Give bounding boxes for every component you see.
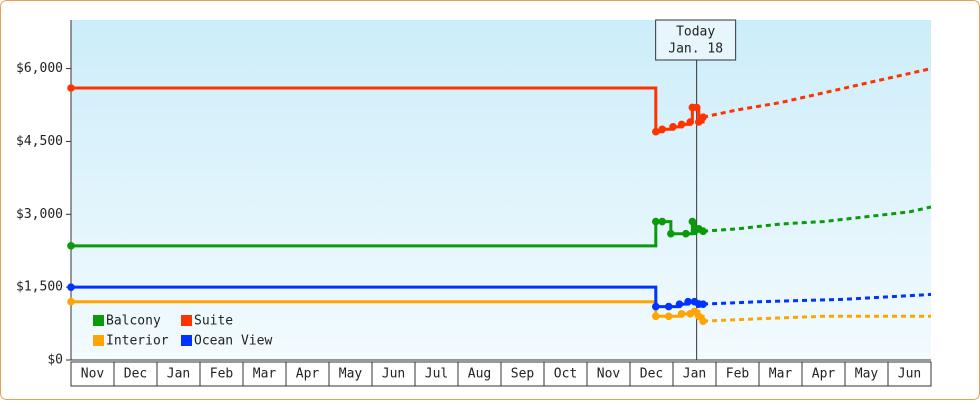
- x-tick-label: May: [339, 367, 363, 382]
- x-band: [199, 361, 244, 387]
- data-point: [692, 103, 701, 112]
- data-point: [658, 217, 667, 226]
- data-point: [658, 125, 667, 134]
- x-tick-label: Mar: [253, 367, 277, 382]
- forecast-line: [702, 67, 932, 119]
- data-point: [686, 118, 694, 126]
- x-tick-label: Sep: [511, 367, 535, 382]
- plot-area: [71, 20, 931, 360]
- forecast-line: [702, 205, 932, 233]
- data-point: [677, 120, 686, 129]
- x-tick-label: Aug: [468, 367, 491, 382]
- x-band: [500, 361, 545, 387]
- data-point: [699, 227, 707, 236]
- data-point: [682, 229, 690, 238]
- legend-swatch: [181, 315, 192, 326]
- data-point: [67, 242, 75, 250]
- legend-label: Ocean View: [194, 334, 272, 349]
- x-tick-label: Jan: [167, 367, 190, 382]
- legend-swatch: [181, 335, 192, 346]
- x-tick-label: Dec: [640, 367, 663, 382]
- x-tick-label: Apr: [812, 367, 836, 382]
- today-box: [655, 19, 737, 61]
- x-tick-label: Jun: [898, 367, 921, 382]
- data-point: [677, 310, 686, 318]
- data-point: [684, 297, 692, 306]
- x-tick-label: Jun: [382, 367, 405, 382]
- data-point: [67, 84, 75, 92]
- y-tick-label: $6,000: [16, 61, 63, 76]
- x-band: [844, 361, 889, 387]
- legend-label: Interior: [106, 334, 169, 349]
- today-date: Jan. 18: [668, 42, 723, 57]
- y-tick-label: $4,500: [16, 134, 63, 149]
- data-point: [67, 297, 75, 306]
- x-tick-label: Nov: [81, 367, 105, 382]
- data-point: [699, 300, 707, 308]
- x-band: [285, 361, 330, 387]
- x-band: [887, 361, 932, 387]
- y-tick-label: $3,000: [16, 207, 63, 222]
- x-band: [715, 361, 760, 387]
- x-band: [457, 361, 502, 387]
- x-band: [758, 361, 803, 387]
- x-band: [371, 361, 416, 387]
- y-tick-label: $0: [47, 353, 63, 368]
- x-band: [801, 361, 846, 387]
- data-point: [652, 127, 660, 136]
- x-tick-label: Oct: [554, 367, 577, 382]
- y-tick-label: $1,500: [16, 280, 63, 295]
- x-band: [113, 361, 158, 387]
- data-point: [652, 312, 660, 321]
- today-label: Today: [676, 25, 715, 40]
- x-band: [156, 361, 201, 387]
- data-point: [699, 317, 707, 325]
- legend-swatch: [93, 315, 104, 326]
- data-point: [675, 300, 684, 308]
- data-point: [688, 217, 697, 226]
- data-point: [695, 312, 703, 321]
- forecast-line: [703, 292, 932, 306]
- data-point: [669, 123, 677, 131]
- forecast-line: [703, 314, 931, 323]
- x-tick-label: Jan: [683, 367, 706, 382]
- legend-label: Balcony: [106, 314, 161, 329]
- data-point: [699, 113, 707, 121]
- x-band: [328, 361, 373, 387]
- x-tick-label: May: [855, 367, 879, 382]
- data-point: [67, 283, 75, 291]
- x-tick-label: Feb: [726, 367, 750, 382]
- x-tick-label: Feb: [210, 367, 234, 382]
- x-band: [629, 361, 674, 387]
- data-point: [667, 229, 675, 238]
- data-point: [690, 307, 699, 316]
- x-tick-label: Dec: [124, 367, 147, 382]
- data-point: [664, 302, 673, 311]
- x-tick-label: Mar: [769, 367, 793, 382]
- data-point: [652, 302, 660, 311]
- x-tick-label: Nov: [597, 367, 621, 382]
- data-point: [695, 118, 703, 126]
- legend-label: Suite: [194, 314, 233, 329]
- x-band: [414, 361, 459, 387]
- x-tick-label: Jul: [425, 367, 448, 382]
- x-tick-label: Apr: [296, 367, 320, 382]
- legend-swatch: [93, 335, 104, 346]
- x-band: [672, 361, 717, 387]
- x-band: [242, 361, 287, 387]
- data-point: [652, 217, 660, 226]
- data-point: [664, 312, 673, 321]
